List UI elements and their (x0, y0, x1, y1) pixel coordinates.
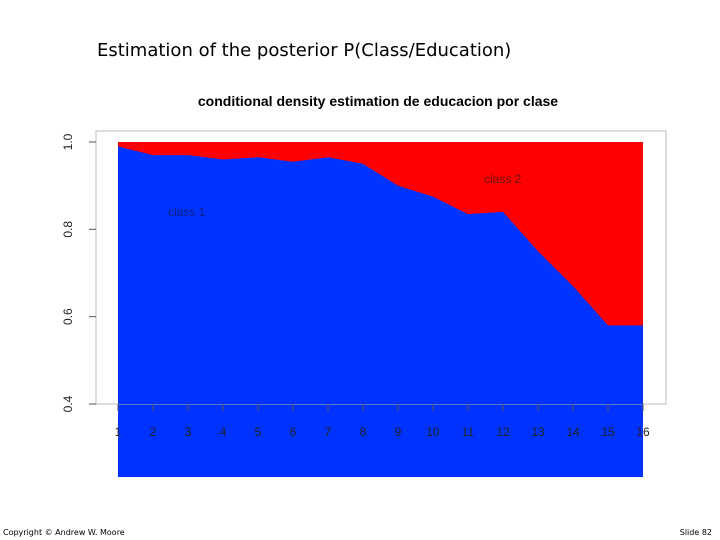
y-tick-label: 1.0 (61, 133, 75, 150)
x-tick-label: 15 (601, 425, 615, 439)
copyright-footer: Copyright © Andrew W. Moore (3, 528, 125, 537)
series-label-class-2: class 2 (484, 172, 522, 186)
area-class-1 (118, 146, 643, 404)
x-tick-label: 10 (426, 425, 440, 439)
axes: 1 2 3 4 5 6 7 8 9 10 11 12 13 14 15 160.40.60.81.0 (61, 133, 650, 439)
class1-base-block (118, 404, 643, 477)
slide-number: Slide 82 (679, 528, 712, 537)
x-tick-label: 8 (360, 425, 367, 439)
x-tick-label: 2 (150, 425, 157, 439)
y-tick-label: 0.8 (61, 221, 75, 238)
x-tick-label: 16 (636, 425, 650, 439)
x-tick-label: 14 (566, 425, 580, 439)
x-tick-label: 12 (496, 425, 510, 439)
y-tick-label: 0.4 (61, 395, 75, 412)
chart-title: conditional density estimation de educac… (198, 93, 558, 109)
y-tick-label: 0.6 (61, 308, 75, 325)
x-tick-label: 6 (290, 425, 297, 439)
x-tick-label: 7 (325, 425, 332, 439)
area-layers (118, 142, 643, 404)
x-tick-label: 1 (115, 425, 122, 439)
x-tick-label: 11 (462, 425, 475, 439)
x-tick-label: 13 (531, 425, 545, 439)
x-tick-label: 5 (255, 425, 262, 439)
series-label-class-1: class 1 (168, 205, 206, 219)
slide-title: Estimation of the posterior P(Class/Educ… (97, 40, 512, 61)
x-tick-label: 3 (185, 425, 192, 439)
x-tick-label: 9 (395, 425, 402, 439)
x-tick-label: 4 (220, 425, 227, 439)
